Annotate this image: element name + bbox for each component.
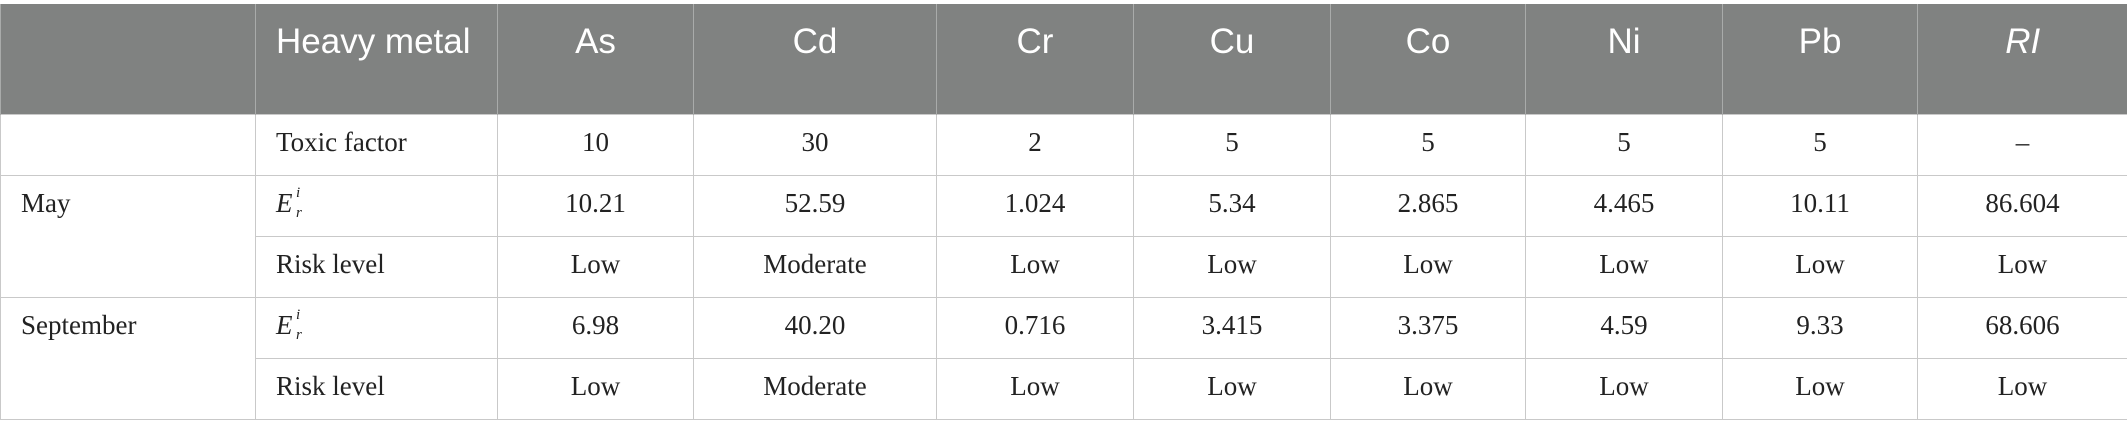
cell: Risk level (255, 235, 498, 298)
header-text: RI (2005, 22, 2041, 61)
cell: 10 (497, 113, 694, 176)
header-cell: Pb (1722, 4, 1918, 114)
table-row: Toxic factor 10 30 2 5 5 5 5– (0, 113, 2127, 176)
cell: 86.604 (1917, 174, 2127, 237)
header-cell (0, 4, 256, 114)
cell: Toxic factor (255, 113, 498, 176)
cell: 1.024 (936, 174, 1134, 237)
cell: Low (1330, 235, 1526, 298)
cell: Low (497, 357, 694, 420)
cell (0, 113, 256, 176)
cell: 5 (1133, 113, 1331, 176)
cell: Low (1917, 357, 2127, 420)
cell: Low (936, 235, 1134, 298)
period-cell: May (0, 174, 256, 298)
cell: 5 (1525, 113, 1723, 176)
table-row: Risk level Low Moderate Low Low Low Low Low Low (1, 357, 2127, 420)
cell: 52.59 (693, 174, 937, 237)
cell: 4.465 (1525, 174, 1723, 237)
cell: 10.11 (1722, 174, 1918, 237)
symbol-sub: r (296, 204, 302, 221)
cell: Low (1722, 235, 1918, 298)
cell: Moderate (693, 357, 937, 420)
cell: 5 (1330, 113, 1526, 176)
symbol-sup: i (296, 184, 301, 201)
header-row: Heavy metal As Cd Cr Cu Co Ni Pb RI (0, 4, 2127, 114)
header-cell: Co (1330, 4, 1526, 114)
cell: Low (497, 235, 694, 298)
cell: 5 (1722, 113, 1918, 176)
cell: 3.375 (1330, 296, 1526, 359)
cell: 4.59 (1525, 296, 1723, 359)
risk-table: Heavy metal As Cd Cr Cu Co Ni Pb RI Toxic factor 1… (0, 4, 2127, 420)
cell: 68.606 (1917, 296, 2127, 359)
cell: 30 (693, 113, 937, 176)
cell: Low (1722, 357, 1918, 420)
cell: Low (1133, 357, 1331, 420)
cell: Low (1525, 357, 1723, 420)
cell: 0.716 (936, 296, 1134, 359)
cell: Low (936, 357, 1134, 420)
cell: 10.21 (497, 174, 694, 237)
cell: 9.33 (1722, 296, 1918, 359)
table-wrap: Heavy metal As Cd Cr Cu Co Ni Pb RI Toxic factor 1… (0, 4, 2127, 420)
cell: Low (1917, 235, 2127, 298)
table-header: Heavy metal As Cd Cr Cu Co Ni Pb RI (0, 4, 2127, 114)
cell: 2.865 (1330, 174, 1526, 237)
period-cell: September (0, 296, 256, 420)
cell: 3.415 (1133, 296, 1331, 359)
cell: 6.98 (497, 296, 694, 359)
header-cell: Ni (1525, 4, 1723, 114)
cell: 5.34 (1133, 174, 1331, 237)
cell: 40.20 (693, 296, 937, 359)
header-cell: RI (1917, 4, 2127, 114)
symbol-base: E (276, 309, 293, 340)
header-cell: Cd (693, 4, 937, 114)
cell: Low (1525, 235, 1723, 298)
cell: Moderate (693, 235, 937, 298)
table-row: Risk level Low Moderate Low Low Low Low Low Low (1, 235, 2127, 298)
header-cell: Cr (936, 4, 1134, 114)
cell: – (1917, 113, 2127, 176)
symbol-sup: i (296, 306, 301, 323)
symbol-sub: r (296, 326, 302, 343)
cell: Low (1330, 357, 1526, 420)
header-cell: As (497, 4, 694, 114)
header-cell: Cu (1133, 4, 1331, 114)
cell: Risk level (255, 357, 498, 420)
cell: Low (1133, 235, 1331, 298)
symbol-base: E (276, 187, 293, 218)
header-cell: Heavy metal (255, 4, 498, 114)
cell: 2 (936, 113, 1134, 176)
